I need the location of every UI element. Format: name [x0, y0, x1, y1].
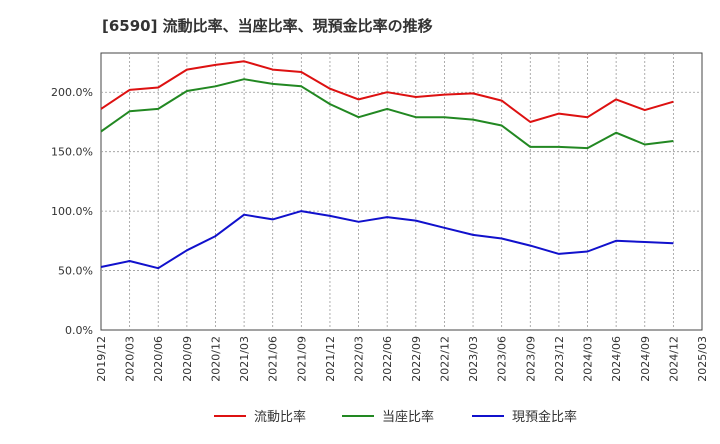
series-line-1 — [100, 60, 674, 123]
x-tick-label: 2024/09 — [639, 336, 652, 382]
x-tick-label: 2021/09 — [295, 336, 308, 382]
legend-label-3: 現預金比率 — [512, 409, 577, 425]
y-tick-label: 200.0% — [51, 86, 93, 99]
x-tick-label: 2020/09 — [181, 336, 194, 382]
x-tick-label: 2024/12 — [667, 336, 680, 382]
series-line-2 — [100, 78, 674, 150]
x-tick-label: 2022/03 — [353, 336, 366, 382]
x-tick-label: 2023/03 — [467, 336, 480, 382]
y-tick-label: 50.0% — [58, 265, 93, 278]
x-tick-label: 2024/06 — [610, 336, 623, 382]
y-tick-label: 0.0% — [65, 324, 93, 337]
x-tick-label: 2020/06 — [152, 336, 165, 382]
y-tick-label: 150.0% — [51, 146, 93, 159]
x-tick-label: 2022/12 — [438, 336, 451, 382]
chart-title: [6590] 流動比率、当座比率、現預金比率の推移 — [102, 17, 433, 35]
x-tick-label: 2019/12 — [95, 336, 108, 382]
y-tick-label: 100.0% — [51, 205, 93, 218]
x-tick-label: 2023/12 — [553, 336, 566, 382]
x-tick-label: 2020/12 — [209, 336, 222, 382]
x-tick-label: 2024/03 — [582, 336, 595, 382]
x-tick-label: 2021/12 — [324, 336, 337, 382]
series-layer — [100, 60, 674, 270]
legend-label-1: 流動比率 — [254, 409, 306, 425]
x-tick-label: 2023/09 — [524, 336, 537, 382]
x-tick-label: 2025/03 — [696, 336, 709, 382]
x-tick-label: 2022/09 — [410, 336, 423, 382]
x-tick-label: 2023/06 — [496, 336, 509, 382]
x-tick-label: 2021/06 — [267, 336, 280, 382]
legend-label-2: 当座比率 — [382, 409, 434, 425]
x-tick-label: 2020/03 — [124, 336, 137, 382]
axis-layer: 0.0% 50.0% 100.0% 150.0% 200.0% 2019/12 2020/0… — [51, 86, 709, 381]
x-tick-label: 2021/03 — [238, 336, 251, 382]
grid-layer — [100, 52, 703, 331]
plot-frame — [100, 52, 703, 331]
series-line-3 — [100, 210, 674, 270]
x-tick-label: 2022/06 — [381, 336, 394, 382]
legend: 流動比率 当座比率 現預金比率 — [214, 409, 577, 425]
